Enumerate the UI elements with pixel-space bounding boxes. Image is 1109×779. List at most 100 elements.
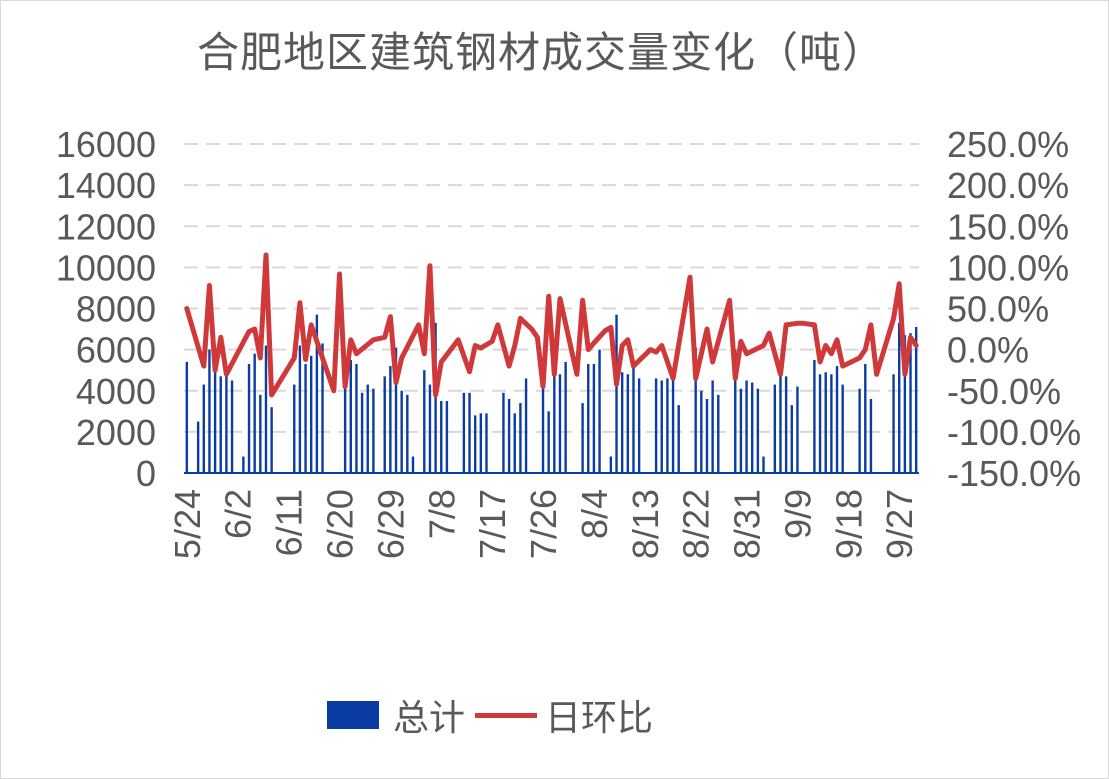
bar	[903, 335, 907, 473]
bar	[247, 364, 251, 473]
bar	[293, 384, 296, 473]
bar	[751, 382, 754, 473]
bar	[372, 388, 375, 473]
bar	[502, 392, 505, 473]
bar	[366, 384, 369, 473]
left-axis-tick-label: 12000	[56, 206, 156, 247]
x-axis-ticks: 5/24 6/2 6/11 6/20 6/29 7/8 7/17 7/26 8/4 8/13 8/2…	[167, 489, 920, 559]
x-axis-tick-label: 6/29	[370, 489, 411, 559]
bar	[445, 401, 449, 473]
bar	[581, 403, 584, 473]
bar	[541, 366, 545, 473]
bar	[202, 384, 205, 473]
bar	[394, 347, 398, 473]
x-axis-tick-label: 8/22	[676, 489, 717, 559]
x-axis-tick-label: 9/27	[879, 489, 920, 559]
bar	[225, 368, 228, 473]
bar	[898, 322, 901, 473]
bar	[660, 380, 663, 473]
bar-series-total	[185, 314, 918, 473]
bar	[779, 366, 782, 473]
bar	[909, 333, 912, 473]
bar	[756, 388, 760, 473]
right-axis-tick-label: -50.0%	[947, 371, 1061, 412]
bar	[564, 361, 567, 473]
bar	[485, 413, 488, 473]
bar	[654, 378, 658, 473]
bar	[671, 370, 675, 473]
bar	[694, 347, 697, 473]
bar	[632, 364, 635, 473]
x-axis-tick-label: 8/4	[574, 489, 615, 539]
bar	[626, 374, 630, 473]
legend-item-daily-change: 日环比	[475, 687, 653, 743]
bar	[734, 349, 737, 473]
bar	[598, 349, 601, 473]
bar	[462, 392, 466, 473]
x-axis-tick-label: 7/8	[421, 489, 462, 539]
bar	[547, 411, 550, 473]
bar	[677, 405, 680, 473]
bar	[400, 390, 403, 473]
legend-swatch-total	[327, 701, 379, 729]
legend-item-total: 总计	[327, 687, 465, 743]
bar	[389, 366, 392, 473]
bar	[406, 394, 409, 473]
bar	[892, 374, 895, 473]
bar	[835, 366, 839, 473]
bar	[813, 359, 816, 473]
bar	[869, 398, 873, 473]
bar	[858, 388, 861, 473]
bar	[360, 392, 364, 473]
x-axis-tick-label: 8/31	[727, 489, 768, 559]
legend-label-total: 总计	[393, 698, 466, 739]
bar	[796, 386, 799, 473]
right-axis-tick-label: -150.0%	[947, 453, 1081, 494]
bar	[315, 314, 319, 473]
x-axis-tick-label: 9/9	[777, 489, 818, 539]
right-axis-tick-label: 200.0%	[947, 165, 1069, 206]
bar	[213, 370, 217, 473]
left-axis-tick-label: 0	[136, 453, 156, 494]
bar	[784, 376, 788, 473]
x-axis-tick-label: 7/17	[472, 489, 513, 559]
bar	[524, 378, 528, 473]
bar	[620, 372, 624, 473]
right-axis-tick-label: 50.0%	[947, 289, 1049, 330]
bar	[914, 327, 918, 473]
bar	[355, 364, 358, 473]
bar	[773, 384, 777, 473]
bar	[830, 374, 833, 473]
left-axis-tick-label: 16000	[56, 124, 156, 165]
bar	[253, 353, 256, 473]
bar	[270, 407, 273, 473]
series-line	[184, 252, 919, 398]
bar	[705, 398, 709, 473]
bar	[745, 380, 748, 473]
bar	[824, 372, 827, 473]
chart-title: 合肥地区建筑钢材成交量变化（吨）	[196, 28, 885, 77]
bar	[434, 322, 437, 473]
bar	[411, 456, 415, 473]
legend-label-daily-change: 日环比	[545, 698, 654, 739]
bar	[587, 364, 590, 473]
bar	[841, 384, 844, 473]
bar	[609, 456, 613, 473]
x-axis-tick-label: 6/2	[218, 489, 259, 539]
bar	[553, 349, 556, 473]
bar	[196, 421, 200, 473]
bar	[428, 384, 432, 473]
bar	[473, 415, 477, 473]
x-axis-tick-label: 7/26	[523, 489, 564, 559]
line-series-daily-change	[184, 252, 919, 398]
bar	[219, 376, 222, 473]
bar	[592, 364, 596, 473]
bar	[185, 361, 189, 473]
x-axis-tick-label: 6/20	[320, 489, 361, 559]
bar	[242, 456, 245, 473]
bar	[310, 355, 313, 473]
x-axis-tick-label: 5/24	[167, 489, 208, 559]
left-axis-tick-label: 10000	[56, 247, 156, 288]
